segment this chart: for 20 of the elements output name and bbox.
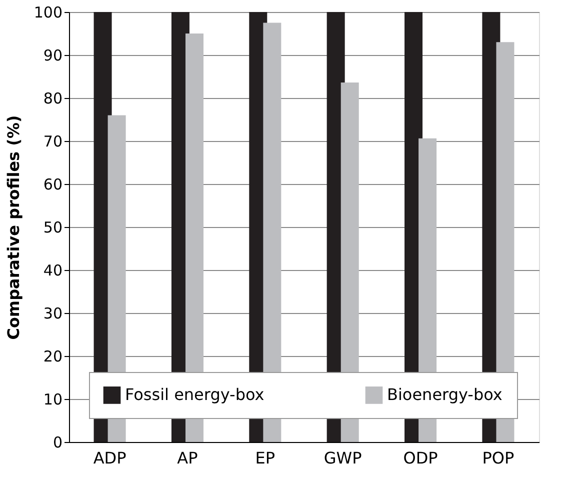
y-tick-label: 0 [52,434,62,452]
y-axis-title: Comparative profiles (%) [4,115,23,340]
x-tick-label: GWP [324,448,362,468]
legend-label: Bioenergy-box [387,385,502,404]
y-tick-label: 80 [43,90,62,108]
x-tick-label: ODP [403,448,438,468]
x-tick-label: ADP [93,448,127,468]
x-tick-label: AP [177,448,198,468]
y-tick-label: 40 [43,262,62,280]
y-tick-label: 70 [43,132,62,150]
y-tick-label: 30 [43,304,62,322]
y-tick-label: 20 [43,348,62,366]
y-tick-label: 50 [43,218,62,236]
y-tick-label: 90 [43,46,62,64]
x-tick-label: POP [482,448,515,468]
y-tick-label: 60 [43,176,62,194]
x-tick-label: EP [255,448,276,468]
y-tick-label: 10 [43,390,62,408]
legend-label: Fossil energy-box [125,385,264,404]
y-tick-label: 100 [34,4,62,22]
